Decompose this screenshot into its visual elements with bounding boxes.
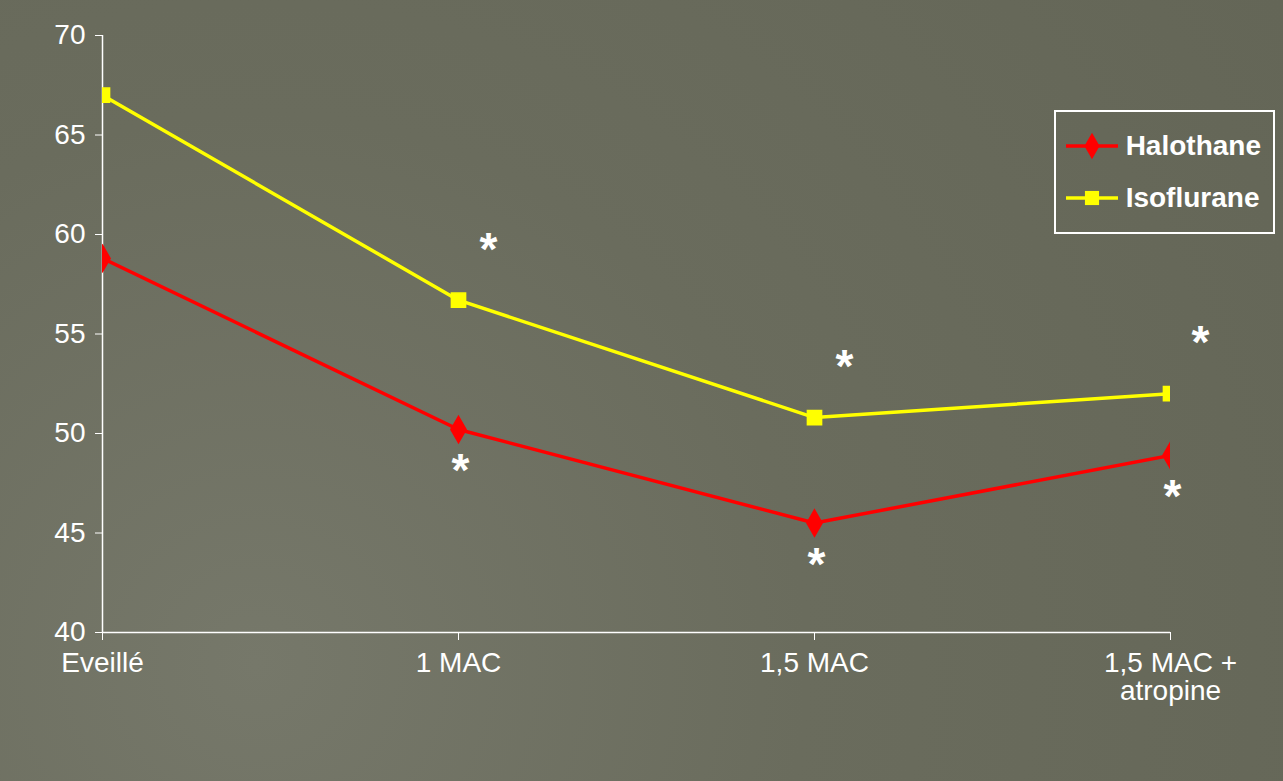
svg-text:1 MAC: 1 MAC [416, 647, 502, 678]
svg-text:*: * [836, 340, 854, 392]
html-text:Isoflurane: Isoflurane [1125, 182, 1260, 213]
svg-text:65: 65 [54, 119, 85, 150]
svg-text:55: 55 [54, 318, 85, 349]
svg-text:*: * [1164, 470, 1182, 522]
svg-text:*: * [452, 444, 470, 496]
svg-text:40: 40 [54, 616, 85, 647]
svg-text:50: 50 [54, 417, 85, 448]
svg-text:60: 60 [54, 218, 85, 249]
svg-text:1,5 MAC: 1,5 MAC [760, 647, 869, 678]
svg-text:45: 45 [54, 517, 85, 548]
html-text:Halothane: Halothane [1125, 130, 1261, 161]
svg-text:*: * [1192, 316, 1210, 368]
svg-text:70: 70 [54, 19, 85, 50]
svg-text:*: * [808, 538, 826, 590]
svg-text:1,5 MAC +atropine: 1,5 MAC +atropine [1104, 647, 1237, 706]
svg-text:*: * [480, 223, 498, 275]
svg-text:Eveillé: Eveillé [61, 647, 143, 678]
